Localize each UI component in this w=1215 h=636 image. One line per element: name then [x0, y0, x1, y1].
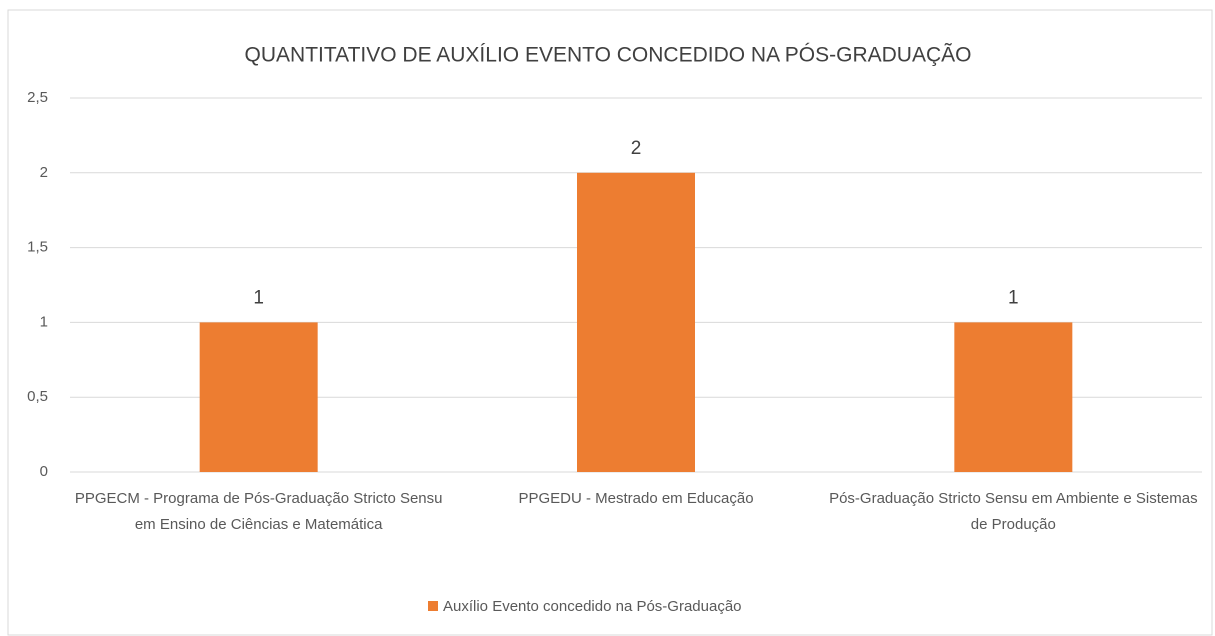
legend-label: Auxílio Evento concedido na Pós-Graduaçã…	[443, 598, 742, 615]
data-label: 1	[1008, 287, 1019, 308]
y-tick-label: 0	[40, 463, 48, 480]
legend-swatch	[428, 601, 438, 611]
y-tick-label: 2,5	[27, 89, 48, 106]
x-tick-label: PPGEDU - Mestrado em Educação	[518, 490, 754, 507]
y-tick-label: 1,5	[27, 239, 48, 256]
y-tick-label: 0,5	[27, 388, 48, 405]
x-tick-label: PPGECM - Programa de Pós-Graduação Stric…	[74, 490, 443, 533]
bar	[954, 322, 1073, 472]
y-tick-label: 1	[40, 313, 48, 330]
y-tick-label: 2	[40, 164, 48, 181]
x-tick-label: Pós-Graduação Stricto Sensu em Ambiente …	[829, 490, 1198, 533]
bar	[577, 172, 695, 473]
bar	[199, 322, 318, 472]
data-label: 2	[631, 138, 642, 159]
data-label: 1	[253, 287, 264, 308]
chart-title: QUANTITATIVO DE AUXÍLIO EVENTO CONCEDIDO…	[245, 43, 972, 67]
